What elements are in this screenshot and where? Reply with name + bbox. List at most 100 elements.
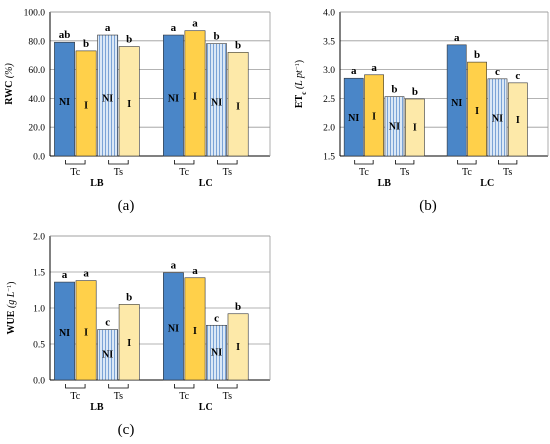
bar-treatment-label: I [84,327,88,338]
panel-label: (c) [118,422,135,438]
subgroup-label-ts: Ts [503,167,512,178]
y-tick-label: 20.0 [28,124,45,134]
bar-LB-Ts-NI [97,329,119,381]
bar-treatment-label: NI [451,98,462,109]
y-axis-label-main: RWC [4,81,15,105]
subgroup-label-tc: Tc [462,167,472,178]
y-axis-label-close: ) [294,60,305,63]
y-tick-label: 2.0 [323,124,335,134]
significance-letter: b [126,291,132,303]
bar-LC-Ts-NI [206,324,227,381]
significance-letter: b [474,49,480,61]
bar-treatment-label: I [127,338,131,349]
bar-treatment-label: NI [211,97,222,108]
bar-LB-Ts-I [118,46,140,157]
y-axis-label: RWC (%) [4,63,15,105]
significance-letter: b [235,301,241,313]
y-axis-label-main: ET [294,94,305,108]
bar-treatment-label: I [236,101,240,112]
subgroup-label-tc: Tc [179,167,189,178]
subgroup-label-ts: Ts [114,167,123,178]
panel-label: (b) [419,198,437,214]
bar-LB-Ts-NI [97,34,119,157]
bar-treatment-label: I [127,99,131,110]
bar-treatment-label: NI [102,349,113,360]
bracket-tc [174,384,195,389]
y-tick-label: 40.0 [28,95,45,105]
bar-LC-Ts-I [227,313,249,381]
y-axis-label-main: WUE [6,310,17,334]
bar-treatment-label: NI [59,328,70,339]
bar-LC-Tc-I [184,30,206,157]
bar-treatment-label: I [193,92,197,103]
bar-LB-Tc-NI [54,281,75,381]
significance-letter: b [126,34,132,46]
bar-treatment-label: NI [348,113,359,124]
group-label: LC [199,178,213,189]
bar-LC-Ts-NI [206,43,227,157]
bar-LB-Ts-I [118,304,140,381]
significance-letter: a [454,32,460,44]
bracket-ts [498,160,518,165]
bar-LB-Tc-I [75,50,97,157]
significance-letter: b [391,84,397,96]
bar-LC-Ts-I [507,82,528,157]
bar-LC-Tc-NI [163,34,184,157]
significance-letter: b [83,38,89,50]
bar-treatment-label: NI [59,97,70,108]
bracket-tc [457,160,477,165]
bar-treatment-label: I [193,326,197,337]
bracket-tc [65,160,86,165]
bracket-tc [65,384,86,389]
y-tick-label: 60.0 [28,66,45,76]
bar-treatment-label: NI [168,94,179,105]
group-label: LC [480,178,494,189]
y-axis-label-sup: −1 [6,285,13,292]
bracket-ts [108,160,129,165]
bar-treatment-label: NI [389,121,400,132]
bar-treatment-label: I [413,122,417,133]
y-axis-label-sub: c [300,92,308,95]
bar-LC-Tc-NI [163,272,184,381]
chart-panel-c: 0.0 0.5 1.0 1.5 2.0 WUE (g L−1) NI a Ia NI c Ib Tc Ts… [6,233,271,438]
group-label: LC [199,402,213,413]
bar-LC-Tc-I [184,277,206,381]
y-tick-label: 0.0 [33,377,45,387]
bracket-ts [217,160,238,165]
significance-letter: a [83,268,89,280]
significance-letter: a [192,18,198,30]
y-axis-label-unit: (g L [6,291,17,310]
bracket-tc [174,160,195,165]
y-tick-label: 4.0 [323,9,335,19]
y-tick-label: 3.0 [323,66,335,76]
bar-treatment-label: I [516,115,520,126]
y-axis-label: WUE (g L−1) [6,281,18,334]
significance-letter: b [412,86,418,98]
group-label: LB [378,178,392,189]
significance-letter: c [515,70,520,82]
significance-letter: a [192,265,198,277]
subgroup-label-tc: Tc [70,167,80,178]
y-axis-label-unit: (%) [4,63,15,81]
bracket-tc [354,160,374,165]
bar-treatment-label: I [475,106,479,117]
bar-LB-Tc-I [75,280,97,381]
bar-LB-Ts-I [405,98,425,157]
significance-letter: b [213,31,219,43]
y-tick-label: 0.5 [33,341,45,351]
bar-LB-Ts-NI [384,96,405,157]
subgroup-label-tc: Tc [70,391,80,402]
bar-LC-Tc-I [467,61,487,157]
significance-letter: a [171,260,177,272]
significance-letter: a [351,65,357,77]
y-tick-label: 100.0 [24,9,46,19]
significance-letter: a [171,22,177,34]
bar-LC-Ts-NI [487,78,508,157]
y-axis-label: ETc (L pt−1) [294,60,309,108]
y-tick-label: 0.0 [33,153,45,163]
bar-treatment-label: NI [102,94,113,105]
subgroup-label-ts: Ts [223,391,232,402]
bar-LB-Tc-NI [343,77,364,157]
bar-LC-Tc-NI [446,44,467,157]
